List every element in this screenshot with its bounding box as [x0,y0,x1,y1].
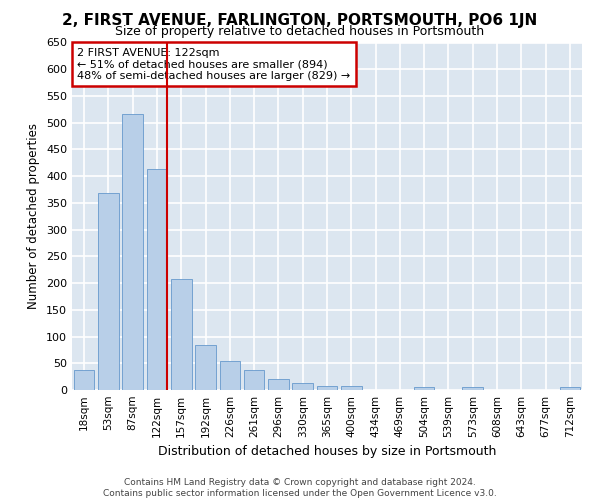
Text: 2, FIRST AVENUE, FARLINGTON, PORTSMOUTH, PO6 1JN: 2, FIRST AVENUE, FARLINGTON, PORTSMOUTH,… [62,12,538,28]
Text: 2 FIRST AVENUE: 122sqm
← 51% of detached houses are smaller (894)
48% of semi-de: 2 FIRST AVENUE: 122sqm ← 51% of detached… [77,48,350,81]
Bar [560,388,580,390]
Bar [341,386,362,390]
Bar [122,114,143,390]
Bar [195,344,216,390]
X-axis label: Distribution of detached houses by size in Portsmouth: Distribution of detached houses by size … [158,446,496,458]
Text: Size of property relative to detached houses in Portsmouth: Size of property relative to detached ho… [115,25,485,38]
Bar [244,370,265,390]
Bar [463,388,483,390]
Bar [414,388,434,390]
Bar [146,169,167,390]
Bar [74,370,94,390]
Bar [171,280,191,390]
Bar [220,360,240,390]
Text: Contains HM Land Registry data © Crown copyright and database right 2024.
Contai: Contains HM Land Registry data © Crown c… [103,478,497,498]
Bar [292,383,313,390]
Bar [268,380,289,390]
Y-axis label: Number of detached properties: Number of detached properties [28,123,40,309]
Bar [317,386,337,390]
Bar [98,194,119,390]
